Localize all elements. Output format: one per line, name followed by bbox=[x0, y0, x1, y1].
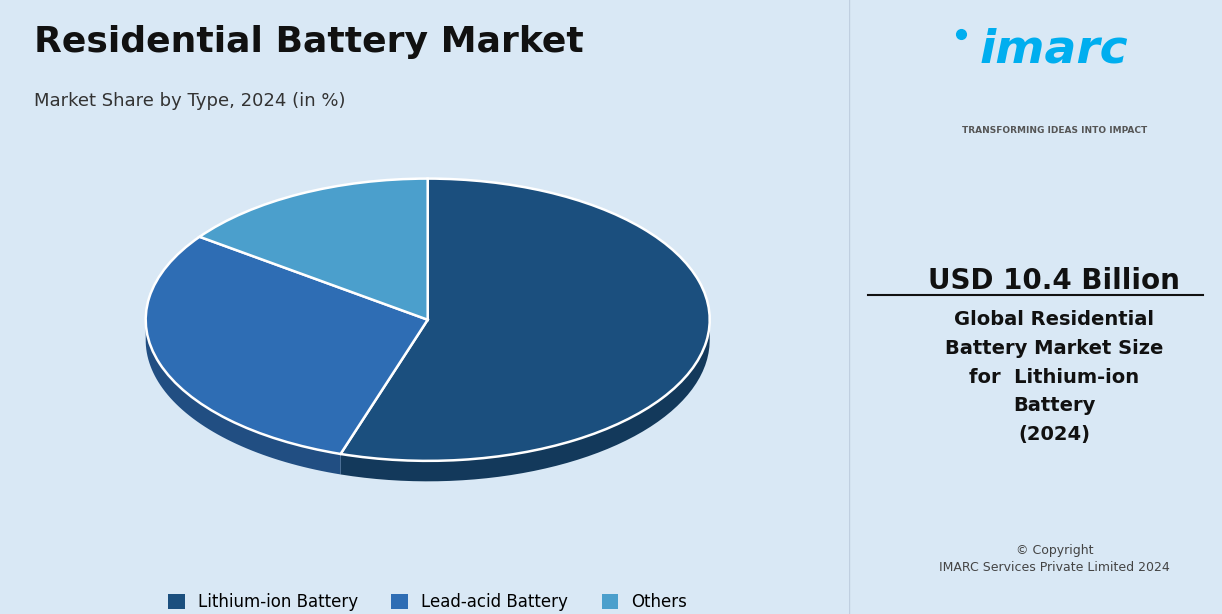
Wedge shape bbox=[145, 237, 428, 454]
Polygon shape bbox=[145, 319, 341, 475]
Text: © Copyright
IMARC Services Private Limited 2024: © Copyright IMARC Services Private Limit… bbox=[938, 544, 1169, 574]
Wedge shape bbox=[199, 179, 428, 320]
Text: Global Residential
Battery Market Size
for  Lithium-ion
Battery
(2024): Global Residential Battery Market Size f… bbox=[945, 310, 1163, 444]
Legend: Lithium-ion Battery, Lead-acid Battery, Others: Lithium-ion Battery, Lead-acid Battery, … bbox=[167, 593, 688, 611]
Text: Market Share by Type, 2024 (in %): Market Share by Type, 2024 (in %) bbox=[34, 92, 346, 110]
Text: USD 10.4 Billion: USD 10.4 Billion bbox=[929, 267, 1180, 295]
Text: Residential Battery Market: Residential Battery Market bbox=[34, 25, 584, 58]
Text: TRANSFORMING IDEAS INTO IMPACT: TRANSFORMING IDEAS INTO IMPACT bbox=[962, 126, 1147, 135]
Polygon shape bbox=[341, 321, 710, 481]
Wedge shape bbox=[341, 179, 710, 461]
Text: imarc: imarc bbox=[980, 28, 1129, 72]
